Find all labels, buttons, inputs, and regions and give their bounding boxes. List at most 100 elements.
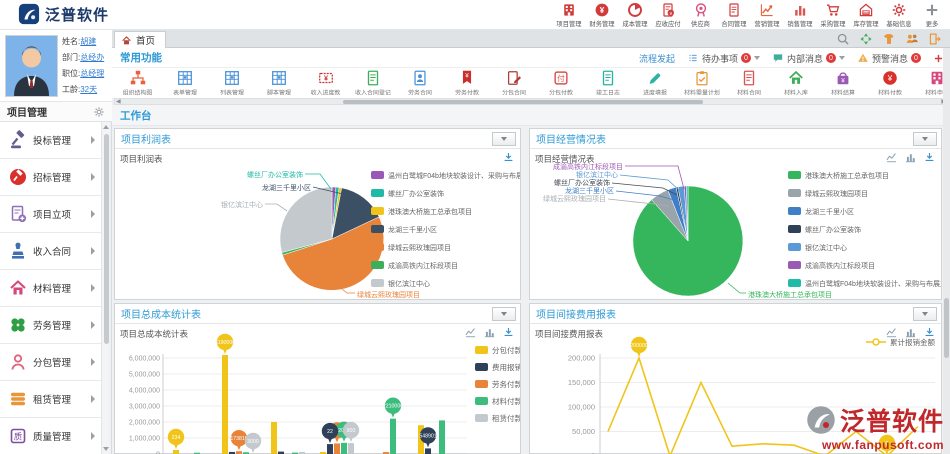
- todo-link[interactable]: 待办事项 0: [687, 52, 760, 65]
- common-function-16[interactable]: ¥ 材料结算: [819, 68, 866, 98]
- download-icon[interactable]: [923, 151, 936, 164]
- module-7[interactable]: 营销管理: [750, 0, 783, 30]
- y-axis-tick: 200,000: [568, 354, 595, 363]
- callout-line: [625, 165, 685, 190]
- common-function-1[interactable]: 组织结构图: [114, 68, 161, 98]
- people-icon[interactable]: [905, 32, 919, 46]
- common-function-4[interactable]: 脚本管理: [255, 68, 302, 98]
- notification-bar: 流程发起 待办事项 0 内部消息 0 预警消息 0: [639, 48, 944, 68]
- user-info-value-link[interactable]: 32天: [80, 85, 98, 94]
- sidebar-item-label: 收入合同: [33, 247, 72, 258]
- module-4[interactable]: ¥ 应收应付: [651, 0, 684, 30]
- legend-label: 龙湖三千里小区: [388, 225, 437, 234]
- module-3[interactable]: 成本管理: [618, 0, 651, 30]
- panel-profit-dropdown[interactable]: [492, 132, 516, 146]
- sidebar-item-2[interactable]: 招标管理: [0, 159, 101, 196]
- process-start-link[interactable]: 流程发起: [639, 52, 675, 65]
- vertical-scroll-thumb[interactable]: [944, 298, 949, 358]
- module-12[interactable]: 更多: [915, 0, 948, 30]
- common-function-17[interactable]: ¥ 材料付款: [866, 68, 913, 98]
- app-logo[interactable]: 泛普软件: [18, 3, 109, 25]
- user-info-value-link[interactable]: 胡建: [80, 37, 97, 46]
- sidebar-item-7[interactable]: 分包管理: [0, 344, 101, 381]
- vest-icon[interactable]: [882, 32, 896, 46]
- expand-icon[interactable]: [859, 32, 873, 46]
- user-info-row: 工龄:32天: [62, 84, 112, 95]
- common-function-3[interactable]: 列表管理: [208, 68, 255, 98]
- sidebar-item-4[interactable]: 收入合同: [0, 233, 101, 270]
- common-function-5[interactable]: ¥ 收入进度款: [302, 68, 349, 98]
- bar: [439, 420, 445, 454]
- legend-swatch: [475, 363, 488, 371]
- module-1[interactable]: 项目管理: [552, 0, 585, 30]
- vertical-scrollbar[interactable]: [943, 48, 950, 454]
- sidebar-scrollbar[interactable]: [101, 122, 109, 454]
- internal-message-link[interactable]: 内部消息 0: [772, 52, 845, 65]
- download-icon[interactable]: [502, 151, 515, 164]
- gear-icon[interactable]: [93, 106, 105, 118]
- user-info-value-link[interactable]: 总经办: [80, 53, 105, 62]
- panel-indirect-cost-dropdown[interactable]: [913, 307, 937, 321]
- linechart-icon[interactable]: [885, 326, 898, 339]
- legend-label: 银亿滨江中心: [805, 243, 847, 252]
- module-5[interactable]: 供应商: [684, 0, 717, 30]
- value-pin: [342, 421, 360, 439]
- org-icon: [129, 69, 147, 87]
- scroll-down-arrow[interactable]: [103, 447, 109, 451]
- sidebar-item-5[interactable]: 材料管理: [0, 270, 101, 307]
- tab-home[interactable]: 首页: [114, 31, 167, 48]
- settings-gear-icon[interactable]: [93, 106, 105, 118]
- sidebar-item-6[interactable]: 劳务管理: [0, 307, 101, 344]
- common-function-10[interactable]: 付分包付款: [537, 68, 584, 98]
- barchart-icon[interactable]: [904, 326, 917, 339]
- common-function-label: 表单管理: [172, 89, 197, 96]
- module-11[interactable]: 基础信息: [882, 0, 915, 30]
- user-info: 姓名:胡建 部门:总经办 职位:总经理 工龄:32天: [62, 36, 112, 100]
- alert-message-link[interactable]: 预警消息 0: [857, 52, 921, 65]
- module-8[interactable]: 销售管理: [783, 0, 816, 30]
- horizontal-scroll-thumb[interactable]: [343, 99, 703, 104]
- common-function-6[interactable]: 收入合同登记: [349, 68, 396, 98]
- common-function-14[interactable]: 材料合同: [725, 68, 772, 98]
- common-function-13[interactable]: 材料需量计划: [678, 68, 725, 98]
- scroll-left-arrow[interactable]: ◀: [116, 99, 121, 105]
- bar: [292, 452, 298, 454]
- horizontal-scrollbar[interactable]: ◀ ▶: [114, 98, 948, 105]
- sidebar-item-1[interactable]: 投标管理: [0, 122, 101, 159]
- sidebar-item-9[interactable]: 质质量管理: [0, 418, 101, 454]
- module-10[interactable]: 库存管理: [849, 0, 882, 30]
- common-function-12[interactable]: 进度填报: [631, 68, 678, 98]
- exit-icon[interactable]: [928, 32, 942, 46]
- download-icon[interactable]: [502, 326, 515, 339]
- common-function-11[interactable]: 竣工日志: [584, 68, 631, 98]
- download-icon[interactable]: [923, 326, 936, 339]
- module-9[interactable]: 采购管理: [816, 0, 849, 30]
- panel-total-cost-dropdown[interactable]: [492, 307, 516, 321]
- value-pin-label: 173816: [230, 436, 247, 442]
- module-6[interactable]: 合同管理: [717, 0, 750, 30]
- module-2[interactable]: ¥ 财务管理: [585, 0, 618, 30]
- sidebar-item-8[interactable]: 租赁管理: [0, 381, 101, 418]
- linechart-icon[interactable]: [885, 151, 898, 164]
- chartup-icon: [759, 2, 775, 18]
- panel-operation-dropdown[interactable]: [913, 132, 937, 146]
- bar: [390, 418, 396, 454]
- common-function-7[interactable]: 劳务合同: [396, 68, 443, 98]
- tab-strip: 首页: [112, 30, 950, 48]
- barchart-icon[interactable]: [904, 151, 917, 164]
- search-icon[interactable]: [836, 32, 850, 46]
- linechart-icon[interactable]: [464, 326, 477, 339]
- common-function-2[interactable]: 表单管理: [161, 68, 208, 98]
- common-function-18[interactable]: 材料申请: [913, 68, 950, 98]
- callout-line: [611, 182, 678, 196]
- common-function-9[interactable]: 分包合同: [490, 68, 537, 98]
- common-function-15[interactable]: 材料入库: [772, 68, 819, 98]
- common-function-8[interactable]: ¥ 劳务付款: [443, 68, 490, 98]
- common-function-label: 进度填报: [642, 89, 667, 96]
- add-link[interactable]: [933, 53, 944, 64]
- sidebar-item-3[interactable]: 项目立项: [0, 196, 101, 233]
- sidebar-scroll-thumb[interactable]: [103, 134, 109, 344]
- user-info-value-link[interactable]: 总经理: [80, 69, 105, 78]
- scroll-up-arrow[interactable]: [103, 125, 109, 129]
- barchart-icon[interactable]: [483, 326, 496, 339]
